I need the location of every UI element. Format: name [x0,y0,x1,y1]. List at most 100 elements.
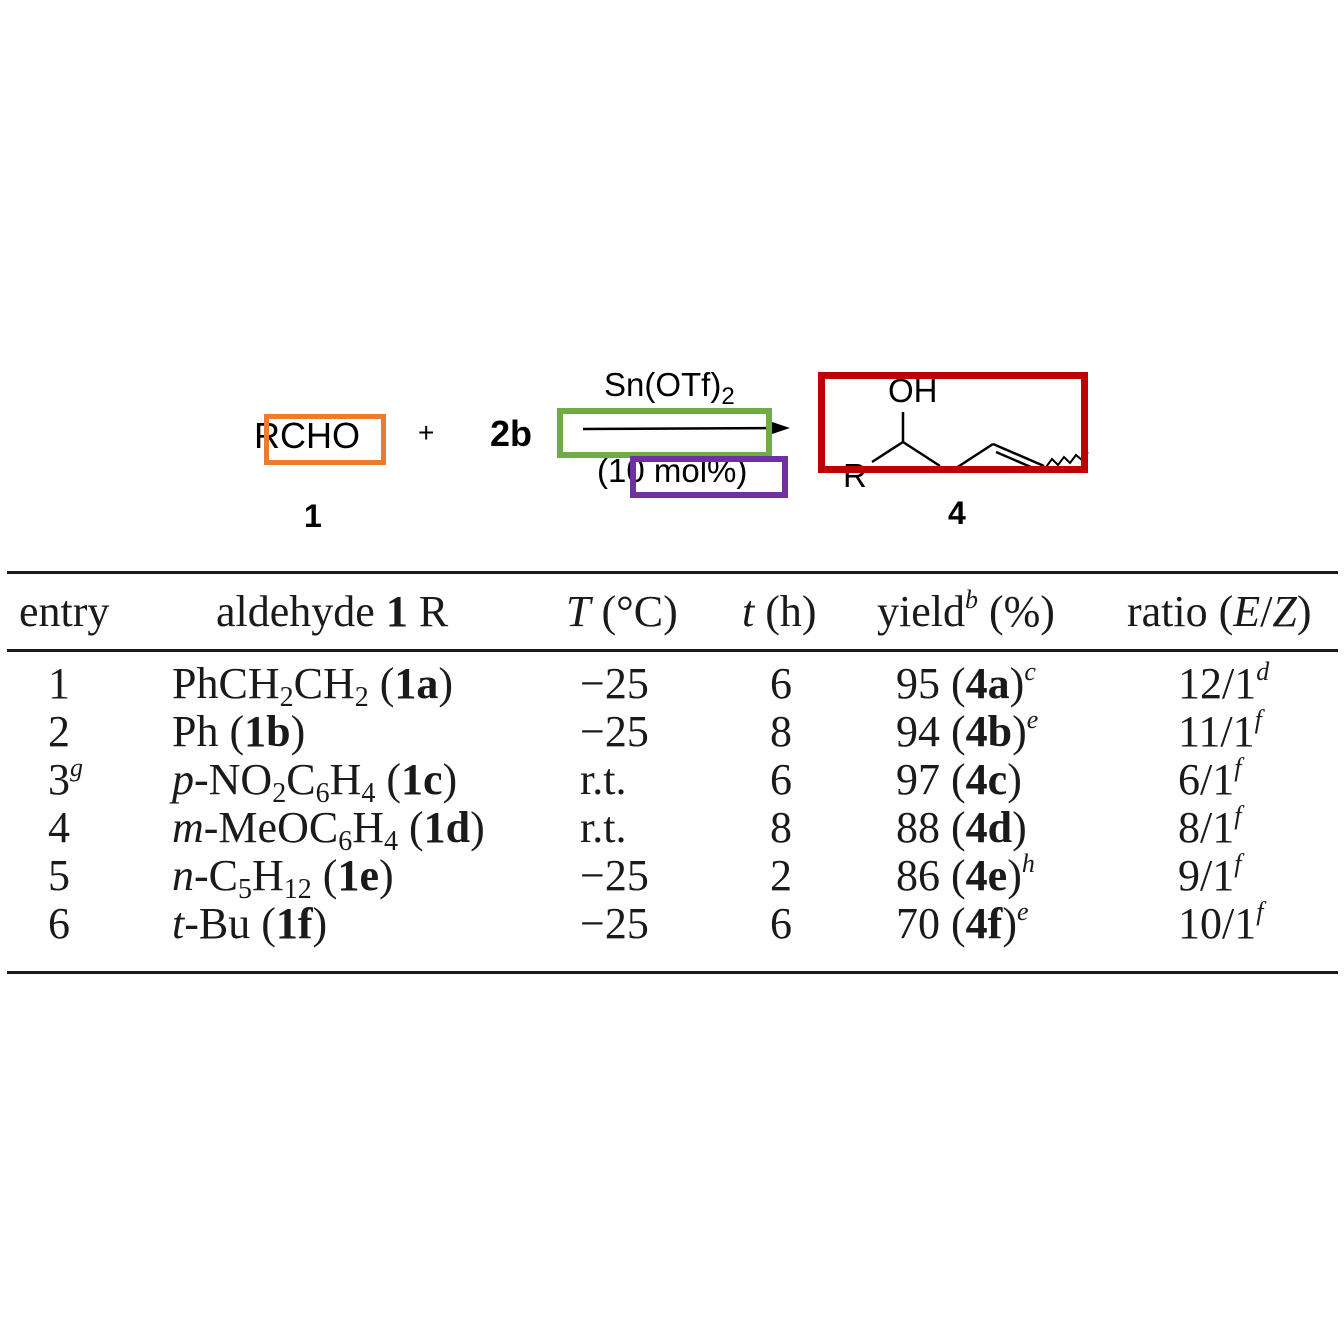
product-label: 4f [965,899,1003,948]
formula-text: -C [194,851,238,900]
cell-ratio: 12/1d [1178,659,1269,708]
cell-aldehyde: n-C5H12 (1e) [172,851,394,904]
reactant-2b: 2b [490,413,533,454]
yield-footnote: c [1024,657,1036,686]
cell-yield: 88 (4d) [896,804,1027,852]
formula-subscript: 2 [272,778,287,809]
formula-text: ) [438,659,454,708]
cell-entry: 5 [48,852,70,900]
yield-footnote: e [1016,897,1029,926]
header-ratio: ratio (E/Z) [1127,588,1312,636]
ratio-footnote: f [1234,753,1242,782]
entry-number: 3 [48,755,70,804]
cell-yield: 95 (4a)c [896,657,1036,708]
formula-text: -MeOC [203,803,339,852]
ratio-footnote: f [1234,849,1242,878]
header-yield-unit: (%) [977,587,1055,636]
compound-label: 1d [423,803,471,852]
yield-footnote: e [1026,705,1039,734]
compound-label-1: 1 [304,498,322,534]
formula-subscript: 4 [361,778,376,809]
header-ratio-z: Z [1272,587,1297,636]
cell-aldehyde: PhCH2CH2 (1a) [172,659,454,712]
formula-subscript: 12 [283,874,312,905]
header-yield: yieldb (%) [877,585,1055,636]
cell-time: 2 [770,851,792,900]
cell-time: 8 [770,803,792,852]
header-time-var: t [742,587,755,636]
formula-text: ) [312,899,328,948]
formula-text: Ph ( [172,707,245,756]
cell-entry: 1 [48,660,70,708]
highlight-box-green [557,408,772,458]
reaction-scheme: RCHO + 2b Sn(OTf)2 (10 mol%) 1 4 OH R [0,0,1344,560]
header-aldehyde-text: aldehyde [216,587,386,636]
product-label: 4c [965,755,1008,804]
cell-temperature: −25 [580,707,649,756]
cell-yield: 97 (4c) [896,756,1022,804]
bond-c-ch2 [902,440,941,468]
entry-number: 1 [48,659,70,708]
cell-aldehyde: Ph (1b) [172,708,305,756]
entry-number: 6 [48,899,70,948]
formula-subscript: 5 [238,874,252,905]
cell-ratio: 9/1f [1178,849,1242,900]
formula-text: -Bu ( [184,899,276,948]
cell-entry: 2 [48,708,70,756]
yield-value: 70 ( [896,899,966,948]
cell-entry: 3g [48,755,83,804]
yield-close: ) [1012,707,1027,756]
header-entry: entry [19,587,110,636]
header-temperature: T (°C) [566,588,678,636]
reagent-subscript: 2 [721,383,735,410]
reaction-arrow-shaft [582,426,779,431]
reagent-label: Sn(OTf)2 [604,366,735,411]
compound-label: 1f [275,899,313,948]
cell-ratio: 8/1f [1178,801,1242,852]
ratio-value: 8/1 [1178,803,1235,852]
cell-entry: 6 [48,900,70,948]
plus-sign: + [418,417,435,448]
highlight-box-purple [630,456,788,498]
ratio-value: 6/1 [1178,755,1235,804]
cell-entry: 4 [48,804,70,852]
compound-label: 1c [401,755,443,804]
formula-subscript: 2 [279,682,294,713]
formula-text: ) [378,851,394,900]
header-aldehyde-num: 1 [385,587,408,636]
highlight-box-red [818,372,1088,473]
ratio-footnote: f [1234,801,1242,830]
formula-text: ) [442,755,458,804]
header-yield-text: yield [877,587,965,636]
yield-value: 88 ( [896,803,966,852]
header-time-unit: (h) [754,587,817,636]
substituent-prefix: n [172,851,194,900]
cell-ratio: 6/1f [1178,753,1242,804]
cell-yield: 70 (4f)e [896,897,1029,948]
reactant-aldehyde: RCHO [254,415,360,456]
header-ratio-e: E [1233,587,1261,636]
substituent-prefix: t [172,899,185,948]
header-yield-footnote: b [964,585,978,614]
cell-temperature: r.t. [580,755,627,804]
product-label: 4e [965,851,1008,900]
cell-time: 6 [770,755,792,804]
double-bond-outer [992,442,1045,468]
cell-temperature: −25 [580,899,649,948]
compound-label: 1e [337,851,379,900]
cell-temperature: −25 [580,659,649,708]
compound-label: 1b [244,707,291,756]
yield-value: 97 ( [896,755,966,804]
yield-footnote: h [1021,849,1035,878]
cell-ratio: 10/1f [1178,897,1264,948]
compound-label: 1a [394,659,439,708]
cell-aldehyde: p-NO2C6H4 (1c) [172,755,458,808]
formula-text: -NO [194,755,273,804]
ratio-value: 10/1 [1178,899,1257,948]
cell-aldehyde: m-MeOC6H4 (1d) [172,803,485,856]
formula-text: ( [368,659,395,708]
ratio-value: 11/1 [1178,707,1255,756]
yield-value: 86 ( [896,851,966,900]
header-temp-var: T [566,587,591,636]
ratio-footnote: f [1256,897,1264,926]
